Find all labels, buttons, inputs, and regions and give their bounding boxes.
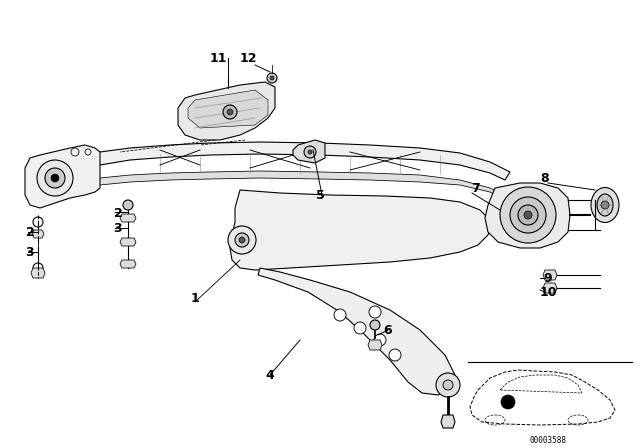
Circle shape (270, 76, 274, 80)
Circle shape (443, 380, 453, 390)
Polygon shape (258, 268, 455, 395)
Text: 2: 2 (114, 207, 122, 220)
Circle shape (267, 73, 277, 83)
Circle shape (223, 105, 237, 119)
Polygon shape (120, 238, 136, 246)
Polygon shape (178, 82, 275, 140)
Polygon shape (543, 270, 557, 280)
Circle shape (51, 174, 59, 182)
Circle shape (228, 226, 256, 254)
Text: 5: 5 (316, 189, 324, 202)
Text: 1: 1 (191, 292, 200, 305)
Circle shape (304, 146, 316, 158)
Circle shape (501, 395, 515, 409)
Text: 11: 11 (209, 52, 227, 65)
Polygon shape (31, 268, 45, 278)
Polygon shape (65, 142, 510, 180)
Text: 10: 10 (540, 285, 557, 298)
Circle shape (235, 233, 249, 247)
Polygon shape (485, 183, 570, 248)
Ellipse shape (597, 194, 613, 216)
Polygon shape (368, 340, 382, 350)
Text: 12: 12 (239, 52, 257, 65)
Polygon shape (441, 415, 455, 428)
Polygon shape (32, 230, 44, 238)
Circle shape (37, 160, 73, 196)
Text: 8: 8 (541, 172, 549, 185)
Circle shape (510, 197, 546, 233)
Text: 4: 4 (266, 369, 275, 382)
Circle shape (370, 320, 380, 330)
Circle shape (354, 322, 366, 334)
Text: 3: 3 (114, 221, 122, 234)
Polygon shape (25, 145, 100, 208)
Polygon shape (543, 283, 557, 293)
Circle shape (374, 334, 386, 346)
Circle shape (45, 168, 65, 188)
Circle shape (239, 237, 245, 243)
Circle shape (601, 201, 609, 209)
Circle shape (369, 306, 381, 318)
Circle shape (500, 187, 556, 243)
Polygon shape (293, 140, 325, 163)
Text: 6: 6 (384, 323, 392, 336)
Circle shape (227, 109, 233, 115)
Polygon shape (230, 190, 492, 270)
Polygon shape (188, 90, 268, 128)
Ellipse shape (591, 188, 619, 223)
Text: 2: 2 (26, 225, 35, 238)
Polygon shape (65, 168, 510, 200)
Circle shape (334, 309, 346, 321)
Circle shape (123, 200, 133, 210)
Circle shape (436, 373, 460, 397)
Circle shape (389, 349, 401, 361)
Circle shape (308, 150, 312, 154)
Circle shape (524, 211, 532, 219)
Polygon shape (120, 260, 136, 268)
Text: 00003588: 00003588 (529, 435, 566, 444)
Polygon shape (120, 214, 136, 222)
Text: 7: 7 (470, 181, 479, 194)
Text: 3: 3 (26, 246, 35, 258)
Circle shape (518, 205, 538, 225)
Text: 9: 9 (544, 271, 552, 284)
